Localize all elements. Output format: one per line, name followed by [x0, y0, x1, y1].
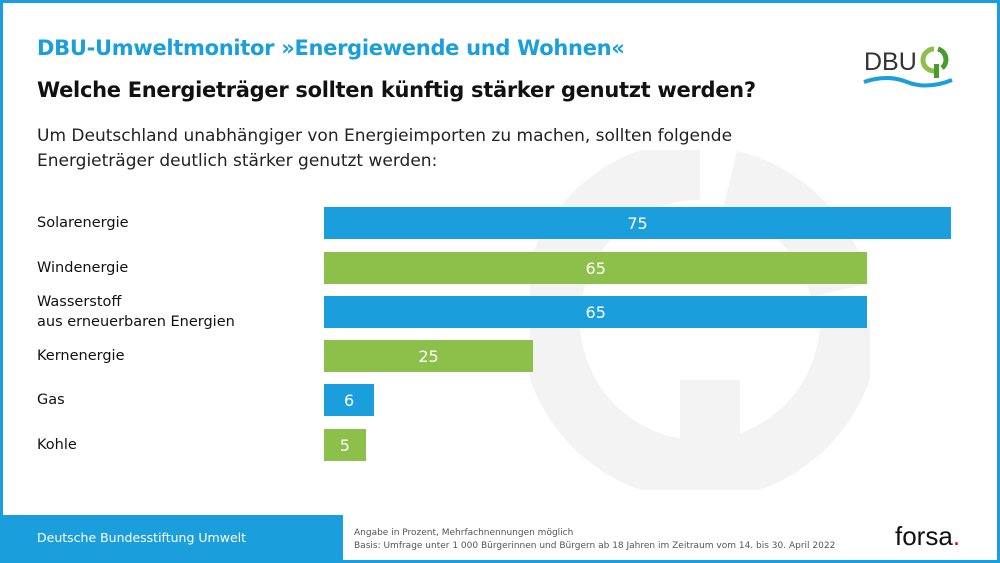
category-label: Wasserstoff aus erneuerbaren Energien	[37, 294, 235, 330]
category-label: Kernenergie	[37, 348, 125, 364]
forsa-logo: forsa.	[895, 521, 960, 552]
bar: 25	[324, 340, 533, 372]
bar: 65	[324, 252, 868, 284]
forsa-text: forsa	[895, 521, 953, 551]
data-label: 65	[585, 302, 606, 322]
data-label: 75	[627, 213, 648, 233]
chart-intro: Um Deutschland unabhängiger von Energiei…	[37, 126, 733, 171]
forsa-dot: .	[952, 521, 961, 551]
footer-basis: Basis: Umfrage unter 1 000 Bürgerinnen u…	[354, 541, 836, 551]
chart-question: Welche Energieträger sollten künftig stä…	[37, 78, 756, 102]
footer-note: Angabe in Prozent, Mehrfachnennungen mög…	[354, 528, 574, 538]
bar: 65	[324, 296, 868, 328]
category-label: Gas	[37, 392, 65, 408]
bar: 75	[324, 207, 951, 239]
data-label: 65	[585, 258, 606, 278]
dbu-logo: DBU	[863, 46, 953, 88]
data-label: 25	[418, 346, 439, 366]
bar: 6	[324, 384, 375, 416]
category-label: Windenergie	[37, 260, 129, 276]
data-label: 6	[343, 390, 355, 410]
svg-text:DBU: DBU	[864, 48, 917, 76]
data-label: 5	[339, 435, 350, 455]
category-label: Solarenergie	[37, 215, 129, 231]
footer-org: Deutsche Bundesstiftung Umwelt	[3, 515, 343, 560]
category-label: Kohle	[37, 437, 77, 453]
page-title: DBU-Umweltmonitor »Energiewende und Wohn…	[37, 36, 625, 60]
bar: 5	[324, 429, 366, 461]
